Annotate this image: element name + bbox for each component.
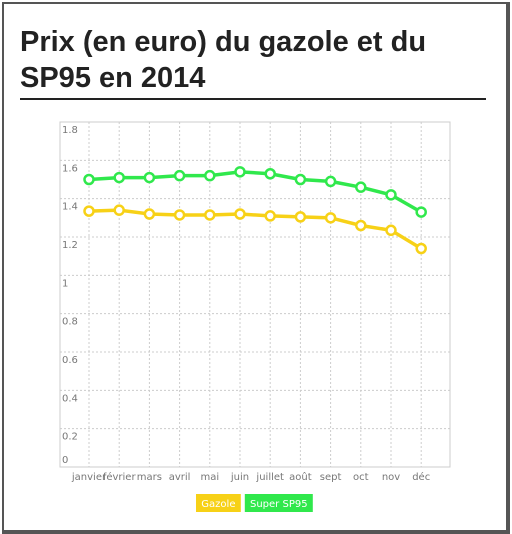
x-tick-label: oct bbox=[353, 472, 369, 483]
x-tick-label: avril bbox=[169, 472, 191, 483]
y-tick-label: 1 bbox=[62, 278, 68, 289]
data-point bbox=[385, 189, 397, 201]
data-point bbox=[415, 206, 427, 218]
series-line bbox=[88, 208, 423, 250]
data-point bbox=[294, 211, 307, 223]
data-point bbox=[83, 205, 95, 217]
legend-label: Gazole bbox=[201, 499, 235, 510]
x-tick-label: nov bbox=[382, 472, 400, 483]
y-tick-label: 1.8 bbox=[62, 125, 78, 136]
chart-title: Prix (en euro) du gazole et du SP95 en 2… bbox=[20, 24, 486, 100]
y-tick-label: 1.2 bbox=[62, 240, 78, 251]
x-tick-label: déc bbox=[412, 471, 430, 483]
data-point bbox=[173, 209, 186, 221]
y-tick-label: 0.4 bbox=[62, 393, 78, 404]
y-tick-label: 0.2 bbox=[62, 432, 78, 443]
data-point bbox=[264, 210, 276, 222]
data-point bbox=[204, 169, 216, 182]
data-point bbox=[324, 212, 337, 224]
x-tick-label: juin bbox=[230, 472, 249, 483]
legend-swatch bbox=[196, 494, 241, 512]
data-point bbox=[234, 166, 246, 178]
plot-area bbox=[59, 121, 451, 468]
x-tick-label: juillet bbox=[255, 472, 284, 483]
x-tick-label: mars bbox=[137, 472, 162, 483]
y-tick-label: 0 bbox=[62, 455, 68, 466]
x-tick-label: sept bbox=[320, 472, 342, 483]
x-tick-label: mai bbox=[200, 472, 219, 483]
data-point bbox=[143, 208, 156, 220]
data-point bbox=[264, 168, 276, 180]
legend-label: Super SP95 bbox=[250, 499, 308, 510]
y-tick-label: 1.4 bbox=[62, 202, 78, 213]
data-point bbox=[113, 171, 125, 184]
data-point bbox=[143, 171, 156, 184]
legend-swatch bbox=[244, 494, 313, 512]
y-tick-label: 1.6 bbox=[62, 163, 78, 174]
y-tick-label: 0.6 bbox=[62, 355, 78, 366]
x-tick-label: août bbox=[289, 471, 312, 483]
data-point bbox=[355, 181, 367, 193]
y-tick-label: 0.8 bbox=[62, 317, 78, 328]
series-line bbox=[88, 170, 423, 214]
data-point bbox=[385, 224, 397, 237]
data-point bbox=[355, 219, 367, 232]
x-tick-label: janvier bbox=[71, 472, 107, 483]
data-point bbox=[173, 169, 186, 182]
data-point bbox=[204, 209, 216, 221]
x-tick-label: février bbox=[103, 471, 137, 483]
data-point bbox=[234, 208, 246, 220]
data-point bbox=[324, 175, 337, 188]
data-point bbox=[294, 173, 307, 186]
data-point bbox=[415, 242, 427, 255]
data-point bbox=[113, 204, 125, 216]
data-point bbox=[83, 173, 95, 186]
